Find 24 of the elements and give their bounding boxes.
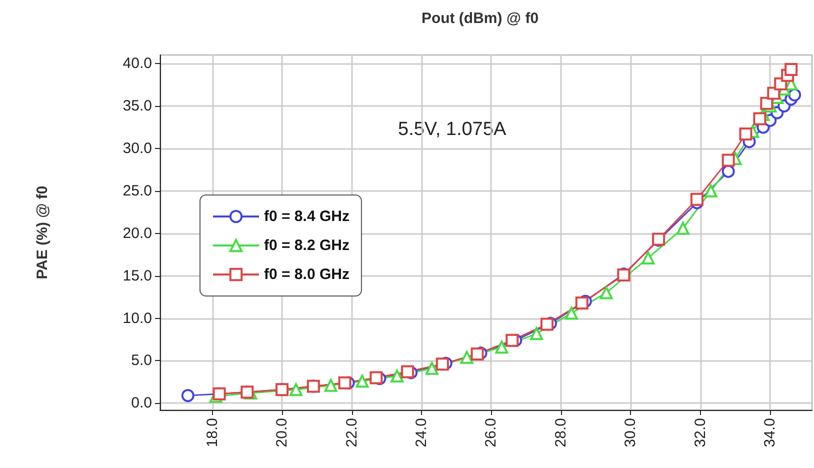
x-axis-title: Pout (dBm) @ f0 (421, 10, 539, 27)
legend-label: f0 = 8.2 GHz (264, 237, 350, 254)
x-tick-label: 24.0 (412, 418, 430, 448)
y-tick-label: 5.0 (131, 352, 152, 370)
legend-label: f0 = 8.4 GHz (264, 208, 350, 225)
x-tick-label: 22.0 (343, 418, 360, 448)
x-tick-label: 34.0 (762, 418, 779, 448)
y-tick-label: 40.0 (122, 54, 152, 72)
y-tick-label: 10.0 (122, 310, 152, 327)
x-tick-label: 18.0 (204, 418, 221, 448)
annotation: 5.5V, 1.075A (398, 119, 506, 140)
y-tick-label: 0.0 (131, 394, 152, 412)
x-tick-label: 30.0 (622, 418, 640, 448)
x-tick-label: 32.0 (692, 418, 709, 448)
legend-label: f0 = 8.0 GHz (264, 266, 350, 283)
x-tick-label: 26.0 (482, 418, 500, 448)
x-tick-label: 20.0 (274, 418, 291, 448)
y-tick-label: 35.0 (122, 97, 152, 114)
y-axis-title: PAE (%) @ f0 (34, 186, 51, 280)
x-tick-label: 28.0 (552, 418, 570, 448)
y-tick-label: 30.0 (122, 140, 152, 157)
y-tick-label: 20.0 (122, 224, 152, 242)
y-tick-label: 25.0 (122, 182, 152, 200)
y-tick-label: 15.0 (122, 267, 152, 284)
